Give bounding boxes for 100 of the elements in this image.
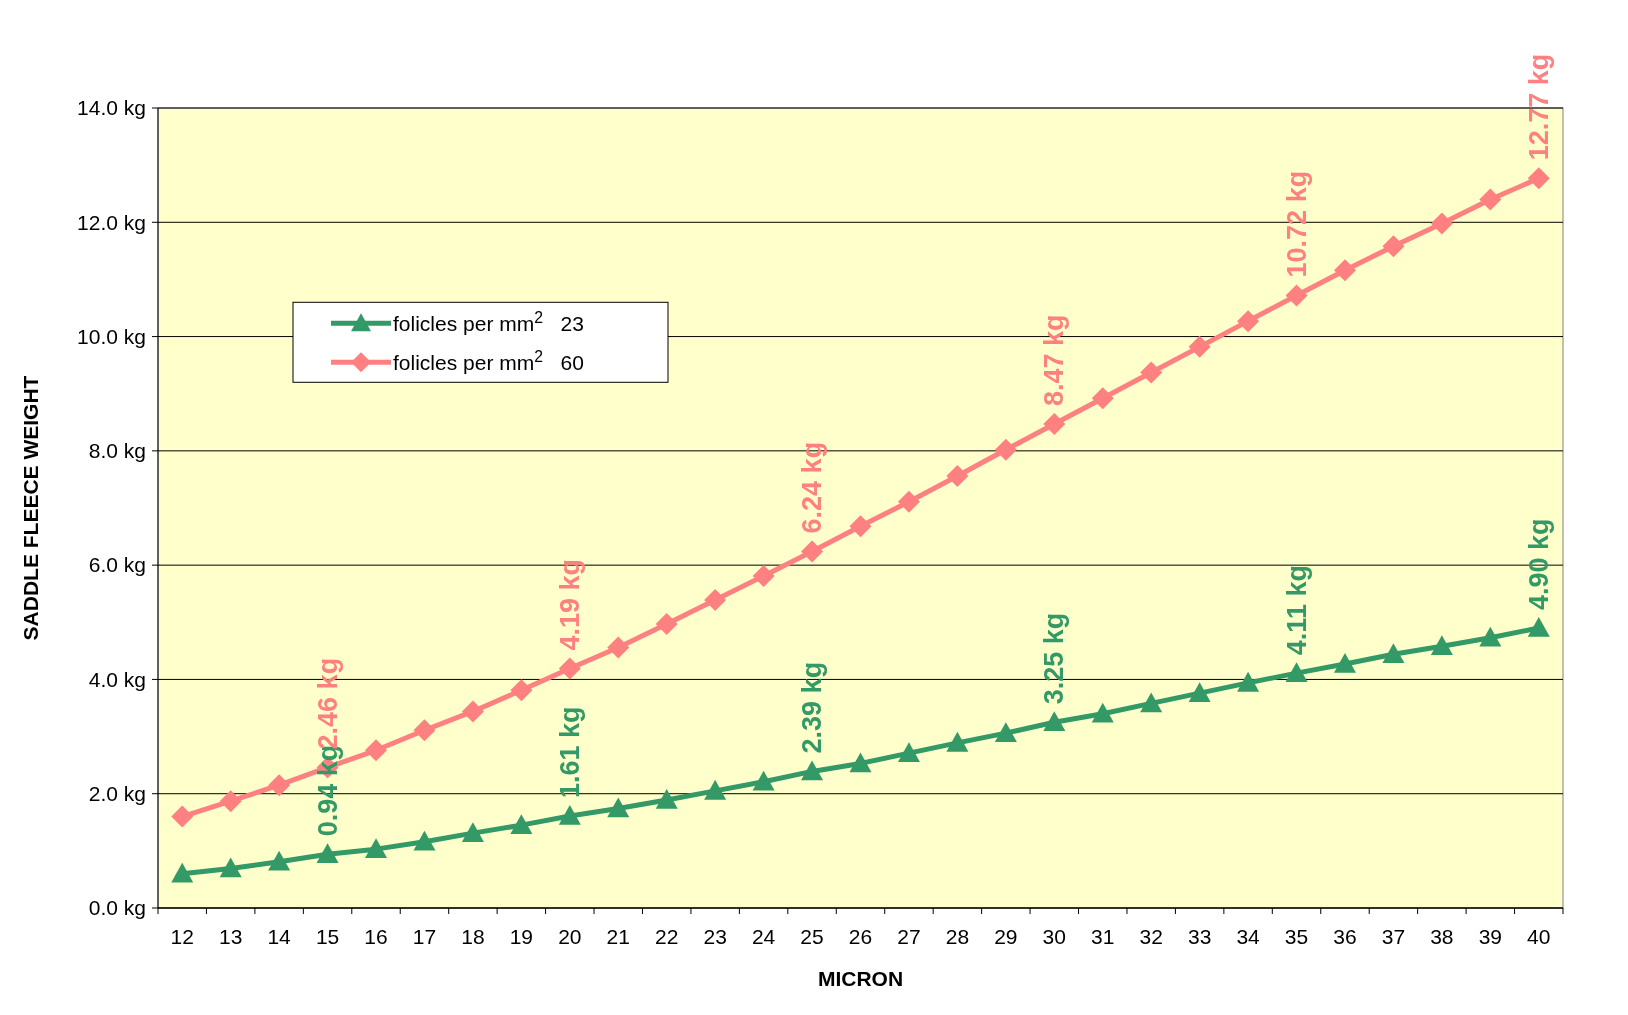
y-tick-label: 0.0 kg bbox=[88, 896, 146, 920]
x-tick-label: 16 bbox=[364, 925, 388, 948]
x-tick-label: 19 bbox=[509, 925, 534, 948]
legend-label: folicles per mm$^{2}$ 60 bbox=[393, 347, 584, 374]
x-tick-label: 37 bbox=[1381, 925, 1406, 948]
point bbox=[849, 752, 872, 773]
point bbox=[1479, 626, 1502, 647]
x-tick-label: 17 bbox=[412, 925, 437, 948]
point bbox=[1285, 284, 1308, 307]
point bbox=[1237, 310, 1260, 333]
x-tick-label: 28 bbox=[945, 925, 970, 948]
x-tick-label: 13 bbox=[218, 925, 243, 948]
point bbox=[801, 760, 824, 781]
point bbox=[1479, 188, 1502, 211]
point bbox=[1527, 617, 1550, 637]
point bbox=[461, 700, 484, 723]
x-tick-label: 14 bbox=[267, 925, 292, 948]
point bbox=[171, 862, 194, 883]
y-tick-label: 14.0 kg bbox=[77, 96, 146, 120]
point bbox=[946, 465, 969, 487]
point bbox=[1091, 387, 1114, 410]
point bbox=[1430, 635, 1453, 656]
point bbox=[1382, 235, 1405, 258]
point bbox=[1140, 692, 1163, 713]
data-label: 4.90 kg bbox=[1523, 518, 1554, 610]
x-tick-label: 30 bbox=[1042, 925, 1066, 948]
x-tick-label: 36 bbox=[1333, 925, 1357, 948]
x-tick-label: 15 bbox=[315, 925, 340, 948]
point bbox=[607, 636, 630, 659]
point bbox=[752, 565, 775, 587]
point bbox=[413, 830, 436, 851]
point bbox=[994, 722, 1017, 742]
point bbox=[461, 822, 484, 842]
point bbox=[849, 515, 872, 538]
x-tick-label: 38 bbox=[1430, 925, 1454, 948]
point bbox=[510, 679, 533, 702]
point bbox=[558, 657, 581, 680]
point bbox=[607, 797, 630, 818]
y-tick-label: 8.0 kg bbox=[88, 439, 146, 463]
y-axis-title: SADDLE FLEECE WEIGHT bbox=[19, 375, 42, 641]
point bbox=[316, 843, 339, 864]
data-label: 10.72 kg bbox=[1281, 170, 1312, 278]
point bbox=[655, 789, 678, 809]
point bbox=[1237, 671, 1260, 692]
point bbox=[171, 805, 194, 828]
x-tick-label: 24 bbox=[751, 925, 776, 948]
data-label: 3.25 kg bbox=[1039, 612, 1070, 705]
x-tick-label: 29 bbox=[994, 925, 1018, 948]
x-tick-label: 22 bbox=[655, 925, 679, 948]
data-label: 1.61 kg bbox=[554, 706, 585, 798]
x-tick-label: 27 bbox=[897, 925, 921, 948]
x-tick-label: 25 bbox=[800, 925, 824, 948]
x-tick-label: 21 bbox=[606, 925, 630, 948]
x-tick-label: 18 bbox=[461, 925, 485, 948]
point bbox=[365, 739, 388, 762]
point bbox=[558, 805, 581, 825]
x-tick-label: 33 bbox=[1187, 925, 1212, 948]
x-tick-label: 31 bbox=[1091, 925, 1115, 948]
point bbox=[897, 742, 920, 762]
point bbox=[1043, 711, 1066, 732]
point bbox=[655, 613, 678, 635]
legend-label: folicles per mm$^{2}$ 23 bbox=[393, 308, 584, 335]
point bbox=[994, 438, 1017, 461]
x-tick-label: 35 bbox=[1284, 925, 1309, 948]
point bbox=[268, 850, 291, 871]
data-label: 8.47 kg bbox=[1039, 314, 1070, 406]
x-tick-label: 40 bbox=[1527, 925, 1551, 948]
point bbox=[1527, 167, 1550, 190]
y-tick-label: 6.0 kg bbox=[88, 553, 146, 577]
point bbox=[704, 589, 727, 611]
x-tick-label: 39 bbox=[1478, 925, 1503, 948]
point bbox=[1333, 259, 1356, 282]
data-label: 4.19 kg bbox=[554, 559, 585, 651]
y-tick-label: 12.0 kg bbox=[77, 210, 146, 234]
point bbox=[1043, 413, 1066, 435]
point bbox=[1188, 682, 1211, 702]
data-label: 4.11 kg bbox=[1281, 565, 1312, 656]
x-axis-title: MICRON bbox=[817, 967, 904, 990]
x-tick-label: 26 bbox=[848, 925, 873, 948]
y-tick-label: 2.0 kg bbox=[88, 782, 146, 806]
point bbox=[1140, 361, 1163, 384]
x-tick-label: 32 bbox=[1139, 925, 1163, 948]
x-tick-label: 34 bbox=[1236, 925, 1261, 948]
point bbox=[1188, 335, 1211, 358]
point bbox=[1430, 212, 1453, 235]
x-tick-label: 12 bbox=[170, 925, 194, 948]
data-label: 2.39 kg bbox=[797, 661, 828, 754]
point bbox=[413, 719, 436, 742]
point bbox=[946, 731, 969, 752]
point bbox=[704, 779, 727, 800]
data-label: 6.24 kg bbox=[797, 441, 828, 534]
point bbox=[510, 814, 533, 834]
y-tick-label: 4.0 kg bbox=[88, 667, 146, 691]
point bbox=[1333, 653, 1356, 673]
point bbox=[1285, 662, 1308, 682]
x-tick-label: 20 bbox=[558, 925, 582, 948]
point bbox=[365, 838, 388, 858]
point bbox=[219, 790, 242, 813]
point bbox=[1382, 643, 1405, 664]
data-label: 12.77 kg bbox=[1523, 53, 1554, 161]
